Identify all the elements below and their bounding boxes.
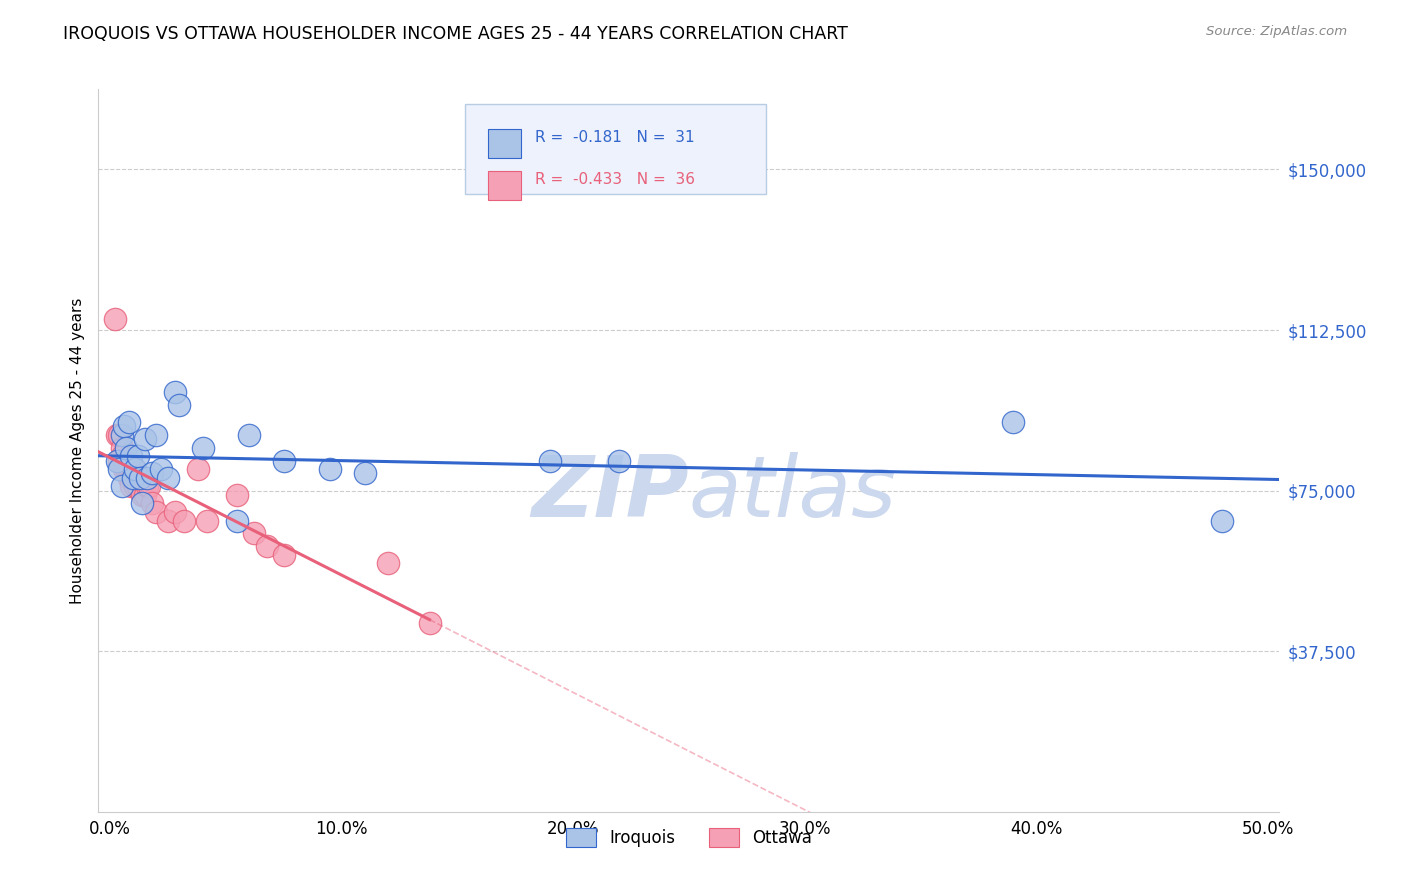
Point bbox=[242, 526, 264, 541]
Point bbox=[108, 453, 131, 467]
Point bbox=[156, 471, 179, 485]
Point bbox=[136, 479, 159, 493]
Point bbox=[105, 453, 128, 467]
Point bbox=[110, 441, 132, 455]
Point bbox=[273, 548, 295, 562]
Point bbox=[609, 453, 631, 467]
Point bbox=[105, 428, 128, 442]
Y-axis label: Householder Income Ages 25 - 44 years: Householder Income Ages 25 - 44 years bbox=[69, 297, 84, 604]
Point bbox=[120, 479, 142, 493]
Text: R =  -0.433   N =  36: R = -0.433 N = 36 bbox=[536, 172, 696, 187]
Point bbox=[377, 557, 399, 571]
Point bbox=[120, 450, 142, 464]
Point bbox=[419, 616, 441, 631]
Point bbox=[273, 453, 295, 467]
Point bbox=[256, 539, 278, 553]
Point bbox=[163, 385, 186, 400]
Text: atlas: atlas bbox=[689, 452, 897, 535]
Point bbox=[138, 479, 160, 493]
Text: ZIP: ZIP bbox=[531, 452, 689, 535]
Point bbox=[141, 496, 163, 510]
Point bbox=[104, 312, 127, 326]
Point bbox=[108, 428, 131, 442]
Point bbox=[129, 471, 152, 485]
Point bbox=[195, 514, 218, 528]
Point bbox=[115, 441, 138, 455]
Legend: Iroquois, Ottawa: Iroquois, Ottawa bbox=[560, 822, 818, 854]
Point bbox=[169, 398, 191, 412]
Point bbox=[136, 471, 159, 485]
Point bbox=[127, 450, 149, 464]
Point bbox=[134, 432, 156, 446]
Point bbox=[127, 479, 149, 493]
Point bbox=[120, 471, 142, 485]
Point bbox=[108, 462, 131, 476]
Text: R =  -0.181   N =  31: R = -0.181 N = 31 bbox=[536, 130, 695, 145]
Point bbox=[173, 514, 195, 528]
Point bbox=[156, 514, 179, 528]
Point bbox=[124, 462, 146, 476]
Point bbox=[145, 505, 167, 519]
Point bbox=[122, 462, 145, 476]
Point bbox=[124, 479, 146, 493]
Point bbox=[1002, 415, 1025, 429]
Point bbox=[226, 514, 249, 528]
Point bbox=[141, 467, 163, 481]
Point bbox=[1211, 514, 1233, 528]
Bar bbox=[488, 171, 522, 200]
Point bbox=[131, 488, 153, 502]
Point bbox=[112, 419, 135, 434]
Point bbox=[226, 488, 249, 502]
Point bbox=[112, 462, 135, 476]
Point bbox=[149, 462, 172, 476]
Point bbox=[110, 479, 132, 493]
Point bbox=[117, 462, 139, 476]
Point bbox=[115, 453, 138, 467]
Point bbox=[115, 462, 138, 476]
Point bbox=[117, 415, 139, 429]
FancyBboxPatch shape bbox=[464, 103, 766, 194]
Point bbox=[117, 471, 139, 485]
Text: IROQUOIS VS OTTAWA HOUSEHOLDER INCOME AGES 25 - 44 YEARS CORRELATION CHART: IROQUOIS VS OTTAWA HOUSEHOLDER INCOME AG… bbox=[63, 25, 848, 43]
Point bbox=[238, 428, 260, 442]
Point bbox=[131, 496, 153, 510]
Point bbox=[110, 450, 132, 464]
Point bbox=[134, 488, 156, 502]
Point bbox=[187, 462, 209, 476]
Point bbox=[319, 462, 342, 476]
Bar bbox=[488, 129, 522, 158]
Point bbox=[191, 441, 214, 455]
Point bbox=[110, 428, 132, 442]
Point bbox=[122, 471, 145, 485]
Point bbox=[129, 471, 152, 485]
Point bbox=[122, 471, 145, 485]
Point bbox=[112, 453, 135, 467]
Point bbox=[145, 428, 167, 442]
Point bbox=[538, 453, 561, 467]
Text: Source: ZipAtlas.com: Source: ZipAtlas.com bbox=[1206, 25, 1347, 38]
Point bbox=[353, 467, 375, 481]
Point bbox=[163, 505, 186, 519]
